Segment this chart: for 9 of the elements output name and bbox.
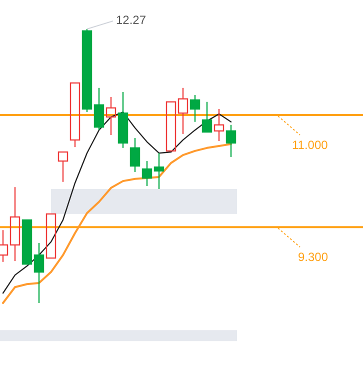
candlestick bbox=[34, 242, 44, 304]
candlestick bbox=[154, 152, 164, 190]
annotation: 11.000 bbox=[292, 138, 328, 152]
candlestick bbox=[178, 87, 188, 135]
candlestick bbox=[214, 108, 224, 142]
candlestick bbox=[10, 186, 20, 262]
candlestick bbox=[106, 96, 116, 136]
annotation: 9.300 bbox=[298, 250, 328, 264]
text: 12.27 bbox=[116, 12, 146, 27]
